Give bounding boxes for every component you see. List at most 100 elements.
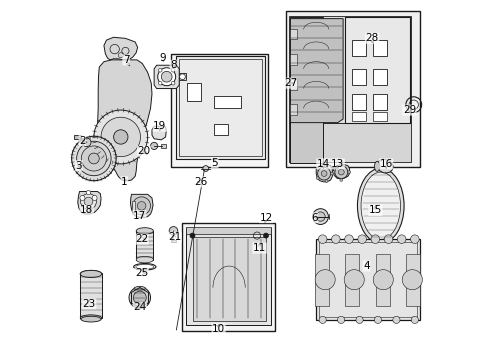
Circle shape [402, 270, 422, 290]
Circle shape [137, 202, 145, 210]
Text: 19: 19 [153, 121, 166, 131]
Circle shape [132, 197, 150, 215]
Circle shape [347, 171, 350, 174]
Circle shape [334, 166, 347, 179]
Circle shape [315, 212, 325, 221]
Circle shape [392, 316, 399, 323]
Circle shape [263, 233, 268, 238]
Polygon shape [289, 123, 410, 162]
Polygon shape [175, 56, 265, 159]
Polygon shape [344, 17, 409, 123]
Circle shape [94, 110, 147, 164]
Text: 12: 12 [259, 213, 272, 222]
Circle shape [317, 167, 330, 180]
Circle shape [158, 68, 162, 72]
Circle shape [203, 166, 208, 171]
Polygon shape [290, 19, 343, 123]
Text: 21: 21 [167, 232, 181, 242]
Polygon shape [78, 192, 101, 214]
Circle shape [337, 316, 344, 323]
Bar [351, 40, 366, 56]
Circle shape [339, 179, 342, 181]
Bar [80, 273, 102, 318]
Polygon shape [316, 239, 419, 320]
Text: 16: 16 [379, 159, 392, 169]
Circle shape [101, 117, 140, 157]
Text: 3: 3 [75, 161, 82, 171]
Text: 27: 27 [283, 78, 296, 88]
Circle shape [86, 207, 90, 212]
Polygon shape [192, 237, 265, 320]
Polygon shape [154, 65, 179, 89]
Circle shape [190, 233, 195, 238]
Bar [179, 73, 185, 80]
Bar [186, 227, 271, 234]
Polygon shape [97, 60, 152, 181]
Polygon shape [130, 194, 153, 218]
Circle shape [314, 270, 335, 290]
Circle shape [318, 235, 326, 243]
Circle shape [84, 197, 93, 206]
Circle shape [319, 316, 325, 323]
Text: 26: 26 [194, 177, 207, 187]
Text: 24: 24 [133, 302, 146, 312]
Ellipse shape [80, 315, 102, 321]
Ellipse shape [357, 168, 403, 243]
Circle shape [410, 316, 418, 323]
Circle shape [169, 226, 178, 235]
Circle shape [355, 316, 363, 323]
Bar [136, 231, 153, 260]
Text: 23: 23 [82, 299, 96, 309]
Bar [314, 254, 328, 306]
Circle shape [158, 81, 162, 85]
Polygon shape [104, 37, 137, 60]
Text: 2: 2 [79, 136, 85, 145]
Bar [289, 79, 297, 90]
Circle shape [81, 194, 96, 210]
Bar [182, 223, 274, 330]
Circle shape [86, 190, 90, 195]
Text: 9: 9 [159, 53, 165, 63]
Text: 29: 29 [402, 105, 415, 115]
Bar [285, 12, 419, 167]
Bar [289, 54, 297, 64]
Bar [171, 239, 176, 242]
Circle shape [344, 270, 364, 290]
Ellipse shape [134, 287, 145, 290]
Bar [375, 254, 389, 306]
Polygon shape [289, 16, 410, 123]
Bar [345, 254, 359, 306]
Text: 15: 15 [368, 206, 381, 216]
Circle shape [82, 138, 91, 147]
Ellipse shape [81, 316, 101, 322]
Circle shape [316, 167, 319, 170]
Bar [161, 144, 166, 148]
Bar [131, 201, 135, 212]
Circle shape [325, 180, 327, 183]
Polygon shape [316, 165, 332, 182]
Bar [372, 69, 386, 85]
Circle shape [331, 235, 340, 243]
Bar [74, 135, 81, 139]
Text: 20: 20 [137, 146, 150, 156]
Text: 13: 13 [330, 159, 344, 169]
Bar [289, 29, 297, 40]
Text: 22: 22 [135, 234, 148, 244]
Text: 10: 10 [212, 324, 225, 334]
Bar [372, 94, 386, 110]
Circle shape [113, 130, 128, 144]
Circle shape [88, 153, 99, 164]
Circle shape [129, 287, 150, 309]
Circle shape [325, 165, 327, 167]
Bar [171, 54, 267, 167]
Ellipse shape [80, 270, 102, 278]
Circle shape [81, 146, 106, 171]
Circle shape [312, 209, 328, 225]
Text: 5: 5 [211, 158, 218, 168]
Circle shape [330, 172, 333, 175]
Circle shape [357, 235, 366, 243]
Text: 14: 14 [316, 159, 329, 169]
Circle shape [410, 235, 418, 243]
Circle shape [321, 171, 326, 176]
Circle shape [171, 81, 175, 85]
